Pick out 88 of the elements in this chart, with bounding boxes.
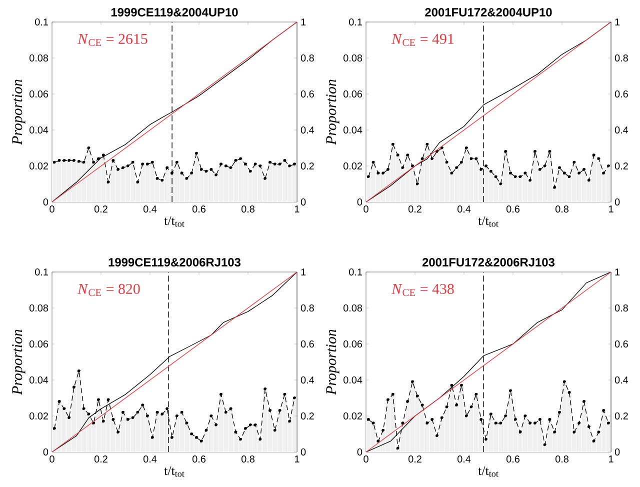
x-tick-label: 0.6 <box>192 456 206 463</box>
y-tick-label: 0.1 <box>349 268 362 276</box>
y-tick-label: 0.04 <box>29 126 48 134</box>
x-tick-label: 0.4 <box>457 456 471 463</box>
y2-tick-label: 0 <box>614 198 620 206</box>
y-tick-label: 0.02 <box>29 162 48 170</box>
y2-tick-label: 1 <box>301 268 306 276</box>
chart-title: 1999CE119&2004UP10 <box>111 8 238 16</box>
y-axis-title: Proportion <box>326 330 340 396</box>
y2-tick-label: 0.6 <box>614 340 628 348</box>
y-tick-label: 0.02 <box>29 412 48 420</box>
y-tick-label: 0.1 <box>35 268 48 276</box>
x-axis-title: t/t$_{tot}$ <box>164 216 184 227</box>
y2-tick-label: 0.8 <box>614 54 628 62</box>
y-tick-label: 0.08 <box>343 54 362 62</box>
y-tick-label: 0.06 <box>343 90 362 98</box>
x-tick-label: 0.8 <box>241 206 254 213</box>
y-tick-label: 0 <box>43 198 48 206</box>
y2-tick-label: 1 <box>615 18 620 26</box>
x-tick-label: 1 <box>295 456 300 462</box>
x-tick-label: 0 <box>50 456 54 463</box>
x-tick-label: 0.4 <box>457 206 471 213</box>
y2-tick-label: 0.4 <box>300 376 314 384</box>
x-tick-label: 0 <box>50 206 54 213</box>
y2-tick-label: 0.2 <box>300 162 314 170</box>
y-tick-label: 0.1 <box>35 18 48 26</box>
y2-tick-label: 1 <box>301 18 306 26</box>
x-tick-label: 1 <box>609 456 614 462</box>
annotation: N$_{CE}$ = 2615 <box>77 34 148 46</box>
y2-tick-label: 0.2 <box>614 162 628 170</box>
y-tick-label: 0 <box>357 198 362 206</box>
x-axis-title: t/t$_{tot}$ <box>478 216 498 227</box>
y-tick-label: 0 <box>43 448 48 456</box>
y2-tick-label: 0.8 <box>614 304 628 312</box>
x-tick-label: 0 <box>364 456 368 463</box>
y2-tick-label: 0.8 <box>300 304 314 312</box>
y2-tick-label: 0.6 <box>614 90 628 98</box>
x-tick-label: 0.2 <box>94 206 108 213</box>
y2-tick-label: 0 <box>300 448 306 456</box>
y-axis-title: Proportion <box>326 80 340 146</box>
y2-tick-label: 0.4 <box>300 126 314 134</box>
y-tick-label: 0.06 <box>29 90 48 98</box>
y2-tick-label: 0 <box>300 198 306 206</box>
annotation: N$_{CE}$ = 491 <box>391 34 454 46</box>
y2-tick-label: 0.6 <box>300 90 314 98</box>
y-tick-label: 0.04 <box>343 376 362 384</box>
x-tick-label: 0.2 <box>94 456 108 463</box>
annotation: N$_{CE}$ = 820 <box>77 284 140 296</box>
x-tick-label: 0.4 <box>143 206 157 213</box>
x-tick-label: 0.4 <box>143 456 157 463</box>
y2-tick-label: 0.2 <box>614 412 628 420</box>
y-axis-title: Proportion <box>12 330 26 396</box>
x-tick-label: 1 <box>295 206 300 212</box>
chart-title: 2001FU172&2006RJ103 <box>422 258 555 266</box>
x-tick-label: 0.8 <box>241 456 254 463</box>
x-tick-label: 0.2 <box>408 206 422 213</box>
y-tick-label: 0.1 <box>349 18 362 26</box>
y-tick-label: 0 <box>357 448 362 456</box>
y2-tick-label: 0.4 <box>614 126 628 134</box>
y-tick-label: 0.02 <box>343 162 362 170</box>
x-tick-label: 0.6 <box>506 206 520 213</box>
y-axis-title: Proportion <box>12 80 26 146</box>
annotation: N$_{CE}$ = 438 <box>391 284 454 296</box>
chart-title: 1999CE119&2006RJ103 <box>108 258 241 266</box>
y-tick-label: 0.04 <box>343 126 362 134</box>
y-tick-label: 0.08 <box>29 54 48 62</box>
y2-tick-label: 0.8 <box>300 54 314 62</box>
x-tick-label: 0.8 <box>555 206 568 213</box>
y2-tick-label: 1 <box>615 268 620 276</box>
y2-tick-label: 0.4 <box>614 376 628 384</box>
y2-tick-label: 0.6 <box>300 340 314 348</box>
y2-tick-label: 0 <box>614 448 620 456</box>
y-tick-label: 0.02 <box>343 412 362 420</box>
x-tick-label: 0.6 <box>192 206 206 213</box>
x-tick-label: 0.2 <box>408 456 422 463</box>
x-tick-label: 0.8 <box>555 456 568 463</box>
y-tick-label: 0.04 <box>29 376 48 384</box>
y-tick-label: 0.06 <box>343 340 362 348</box>
y2-tick-label: 0.2 <box>300 412 314 420</box>
x-axis-title: t/t$_{tot}$ <box>478 466 498 477</box>
chart-title: 2001FU172&2004UP10 <box>425 8 552 16</box>
x-axis-title: t/t$_{tot}$ <box>164 466 184 477</box>
y-tick-label: 0.08 <box>29 304 48 312</box>
y-tick-label: 0.08 <box>343 304 362 312</box>
x-tick-label: 1 <box>609 206 614 212</box>
y-tick-label: 0.06 <box>29 340 48 348</box>
x-tick-label: 0 <box>364 206 368 213</box>
x-tick-label: 0.6 <box>506 456 520 463</box>
